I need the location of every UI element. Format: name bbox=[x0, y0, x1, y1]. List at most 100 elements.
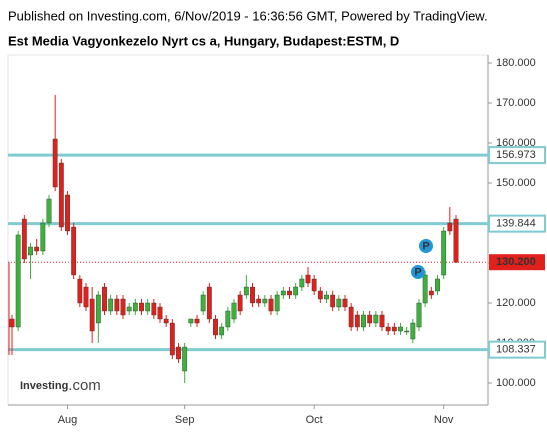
candle-body bbox=[126, 306, 132, 312]
candle-body bbox=[71, 226, 77, 276]
last-price-label: 130.200 bbox=[496, 256, 536, 268]
candle-body bbox=[447, 222, 453, 232]
candle-body bbox=[416, 302, 422, 328]
candle-body bbox=[34, 246, 40, 252]
candle-body bbox=[391, 326, 397, 332]
y-tick-label: 100.000 bbox=[496, 377, 536, 389]
candle-body bbox=[83, 286, 89, 308]
candle-body bbox=[200, 294, 206, 312]
candle-body bbox=[9, 318, 15, 328]
candle-body bbox=[305, 274, 311, 284]
candle-body bbox=[428, 290, 434, 296]
y-tick-label: 180.000 bbox=[496, 57, 536, 69]
x-tick-label: Sep bbox=[175, 414, 195, 426]
level-label: 108.337 bbox=[496, 344, 536, 356]
candle-body bbox=[398, 326, 403, 332]
logo: Investing.com bbox=[20, 377, 101, 394]
candle-body bbox=[132, 302, 138, 312]
level-label-box bbox=[488, 214, 546, 233]
last-price-box bbox=[489, 254, 545, 271]
candle-body bbox=[342, 298, 348, 308]
candle-body bbox=[77, 278, 83, 304]
candle-body bbox=[422, 274, 428, 304]
candle-body bbox=[287, 290, 292, 296]
candle-body bbox=[163, 318, 169, 324]
logo-main: Investing bbox=[20, 380, 68, 392]
candle-body bbox=[243, 286, 249, 296]
candle-body bbox=[317, 290, 323, 300]
candle-body bbox=[336, 298, 342, 308]
candle-body bbox=[379, 314, 385, 328]
candle-body bbox=[367, 314, 373, 324]
candle-body bbox=[46, 198, 52, 224]
candle-body bbox=[404, 330, 410, 333]
candle-body bbox=[237, 294, 243, 312]
chart-subtitle: Published on Investing.com, 6/Nov/2019 -… bbox=[8, 8, 488, 23]
candle-body bbox=[40, 222, 46, 252]
candle-body bbox=[441, 230, 447, 276]
candle-body bbox=[213, 318, 218, 336]
x-tick-label: Aug bbox=[58, 414, 78, 426]
level-label: 139.844 bbox=[496, 218, 536, 230]
candle-body bbox=[348, 306, 354, 328]
candle-body bbox=[274, 294, 280, 312]
candle-body bbox=[262, 298, 268, 304]
logo-suffix: .com bbox=[68, 377, 101, 394]
candle-body bbox=[324, 294, 329, 300]
event-marker bbox=[419, 239, 433, 253]
level-label-box bbox=[488, 146, 546, 165]
candle-body bbox=[58, 162, 64, 228]
candle-body bbox=[157, 306, 163, 320]
candle-body bbox=[453, 218, 459, 263]
y-tick-label: 150.000 bbox=[496, 177, 536, 189]
candle-body bbox=[435, 278, 440, 292]
candle-body bbox=[151, 302, 157, 316]
candle-body bbox=[410, 322, 416, 340]
y-tick-label: 170.000 bbox=[496, 97, 536, 109]
candle-body bbox=[231, 302, 237, 320]
candle-body bbox=[250, 286, 255, 304]
candle-body bbox=[15, 234, 21, 328]
candle-body bbox=[361, 314, 366, 328]
candle-body bbox=[95, 294, 101, 324]
candle-body bbox=[108, 298, 114, 312]
y-tick-label: 160.000 bbox=[496, 137, 536, 149]
candle-body bbox=[21, 218, 27, 260]
candle-body bbox=[52, 138, 58, 188]
candle-body bbox=[176, 346, 181, 360]
candle-body bbox=[280, 290, 286, 296]
candle-body bbox=[206, 286, 212, 320]
candle-body bbox=[194, 318, 200, 324]
x-tick-label: Oct bbox=[306, 414, 323, 426]
candle-body bbox=[182, 346, 188, 372]
candle-body bbox=[268, 298, 274, 312]
candle-body bbox=[256, 298, 262, 304]
candle-body bbox=[188, 318, 194, 324]
event-marker-label: P bbox=[414, 266, 421, 278]
candle-body bbox=[311, 278, 317, 292]
event-marker-label: P bbox=[422, 240, 429, 252]
candle-body bbox=[89, 298, 95, 332]
candle-body bbox=[114, 298, 120, 312]
candle-body bbox=[169, 322, 175, 356]
candle-body bbox=[139, 302, 144, 312]
candle-body bbox=[385, 326, 391, 332]
candle-body bbox=[293, 286, 299, 296]
level-label: 156.973 bbox=[496, 149, 536, 161]
candle-body bbox=[354, 314, 360, 328]
candle-body bbox=[330, 294, 336, 308]
candle-body bbox=[373, 314, 379, 324]
x-tick-label: Nov bbox=[434, 414, 454, 426]
candle-body bbox=[102, 286, 107, 312]
y-tick-label: 120.000 bbox=[496, 297, 536, 309]
candle-body bbox=[219, 326, 225, 336]
event-marker bbox=[411, 265, 425, 279]
candle-body bbox=[120, 298, 126, 316]
candle-body bbox=[28, 246, 33, 256]
candle-body bbox=[299, 278, 305, 288]
level-label-box bbox=[488, 340, 546, 359]
candle-body bbox=[65, 194, 70, 232]
candle-body bbox=[145, 302, 151, 312]
